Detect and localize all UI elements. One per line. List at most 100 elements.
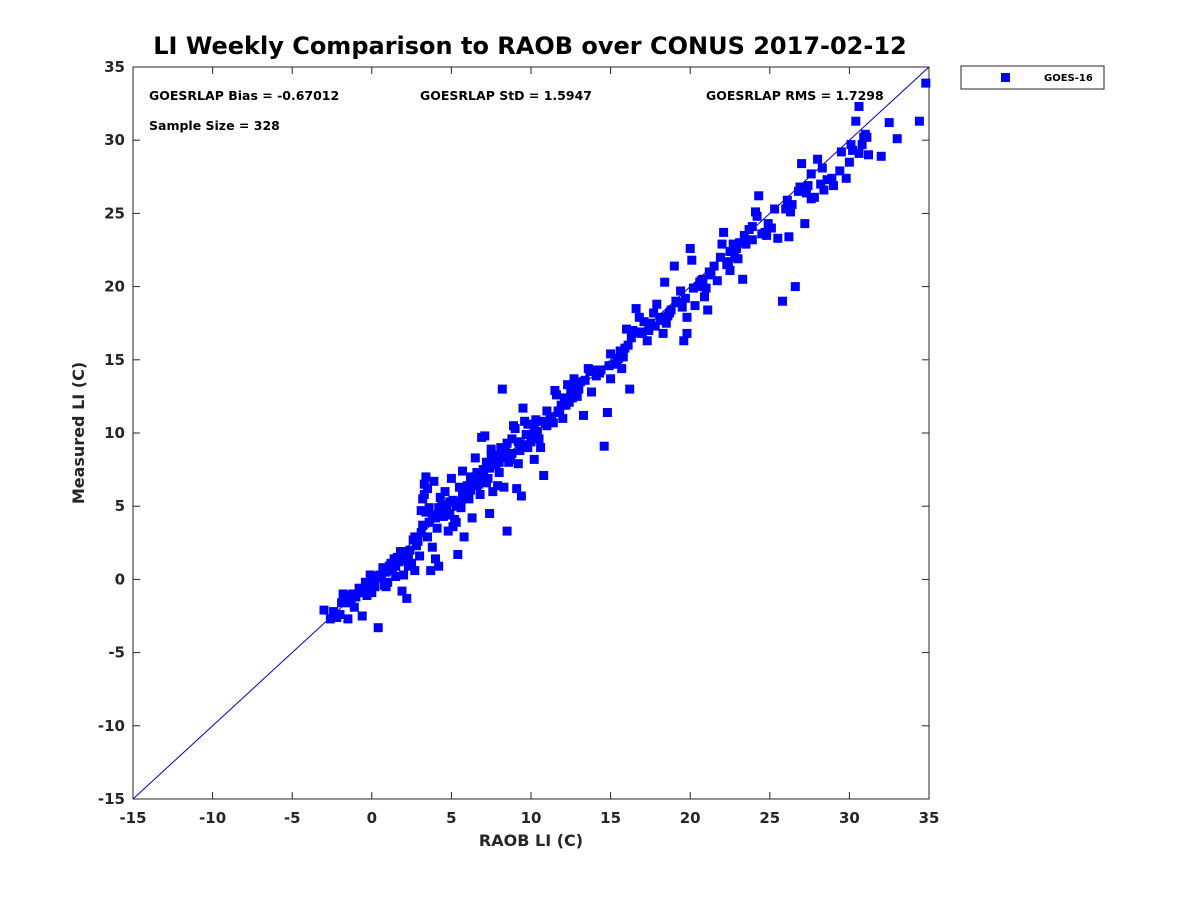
- data-point: [622, 324, 631, 334]
- data-point: [665, 308, 674, 318]
- data-point: [723, 257, 733, 267]
- data-point: [325, 614, 335, 624]
- data-point: [921, 78, 931, 88]
- data-point: [391, 572, 401, 581]
- data-point: [854, 148, 864, 158]
- data-point: [626, 333, 636, 343]
- data-points-group: [319, 78, 931, 633]
- data-point: [348, 589, 358, 599]
- data-point: [367, 588, 377, 598]
- data-point: [407, 558, 417, 568]
- data-point: [534, 434, 544, 444]
- data-point: [836, 147, 846, 157]
- data-point: [376, 573, 386, 583]
- data-point: [381, 582, 391, 592]
- data-point: [719, 227, 729, 237]
- data-point: [507, 434, 517, 444]
- data-point: [458, 466, 467, 476]
- data-point: [507, 449, 517, 458]
- data-point: [410, 566, 420, 576]
- data-point: [362, 591, 372, 600]
- data-point: [373, 623, 383, 633]
- data-point: [397, 586, 407, 596]
- x-tick-label: -5: [284, 809, 301, 827]
- data-point: [682, 328, 692, 338]
- data-point: [680, 293, 690, 303]
- data-point: [690, 301, 700, 311]
- std-annotation: GOESRLAP StD = 1.5947: [420, 88, 592, 103]
- data-point: [451, 501, 461, 511]
- data-point: [493, 481, 503, 491]
- data-point: [427, 542, 437, 552]
- data-point: [735, 238, 745, 248]
- data-point: [483, 459, 493, 469]
- data-point: [467, 473, 477, 483]
- data-point: [558, 413, 568, 423]
- data-point: [423, 532, 432, 542]
- data-point: [515, 446, 525, 456]
- data-point: [537, 416, 547, 426]
- data-point: [669, 261, 679, 271]
- data-point: [529, 454, 539, 464]
- data-point: [679, 336, 689, 346]
- data-point: [773, 233, 783, 243]
- data-point: [415, 551, 425, 561]
- data-point: [766, 223, 776, 233]
- x-tick-label: 5: [446, 809, 456, 827]
- data-point: [595, 368, 604, 378]
- data-point: [790, 282, 800, 292]
- data-point: [822, 175, 832, 185]
- data-point: [704, 267, 714, 277]
- data-point: [688, 283, 698, 293]
- data-point: [606, 374, 616, 384]
- data-point: [884, 118, 894, 128]
- data-point: [623, 340, 633, 350]
- data-point: [851, 116, 861, 126]
- data-point: [456, 500, 466, 510]
- data-point: [572, 391, 582, 401]
- data-point: [397, 555, 407, 565]
- data-point: [687, 255, 697, 265]
- sample-size-annotation: Sample Size = 328: [149, 118, 280, 133]
- data-point: [475, 490, 485, 499]
- data-point: [523, 419, 533, 429]
- data-point: [364, 580, 374, 590]
- data-point: [854, 102, 864, 111]
- data-point: [480, 431, 490, 441]
- data-point: [579, 410, 588, 420]
- data-point: [424, 517, 434, 527]
- data-point: [513, 459, 523, 469]
- data-point: [864, 150, 873, 160]
- data-point: [488, 454, 498, 464]
- data-point: [786, 207, 795, 217]
- data-point: [787, 200, 797, 210]
- data-point: [531, 415, 541, 425]
- y-tick-label: 35: [104, 58, 125, 76]
- data-point: [739, 230, 749, 240]
- data-point: [575, 377, 585, 387]
- data-point: [725, 247, 735, 256]
- data-point: [520, 440, 530, 450]
- y-tick-label: 10: [104, 424, 125, 442]
- data-point: [784, 232, 794, 242]
- x-tick-label: 0: [367, 809, 377, 827]
- y-tick-label: 20: [104, 278, 125, 296]
- data-point: [419, 490, 429, 499]
- data-point: [580, 375, 590, 385]
- data-point: [434, 503, 444, 513]
- data-point: [462, 492, 472, 502]
- data-point: [561, 400, 571, 410]
- data-point: [612, 356, 622, 366]
- data-point: [421, 507, 431, 517]
- data-point: [497, 384, 507, 394]
- data-point: [466, 485, 475, 495]
- data-point: [642, 336, 652, 346]
- data-point: [389, 554, 399, 564]
- x-tick-label: 35: [919, 809, 940, 827]
- x-tick-label: -10: [199, 809, 226, 827]
- data-point: [778, 296, 787, 306]
- data-point: [797, 159, 807, 169]
- data-point: [403, 551, 413, 561]
- data-point: [846, 140, 856, 150]
